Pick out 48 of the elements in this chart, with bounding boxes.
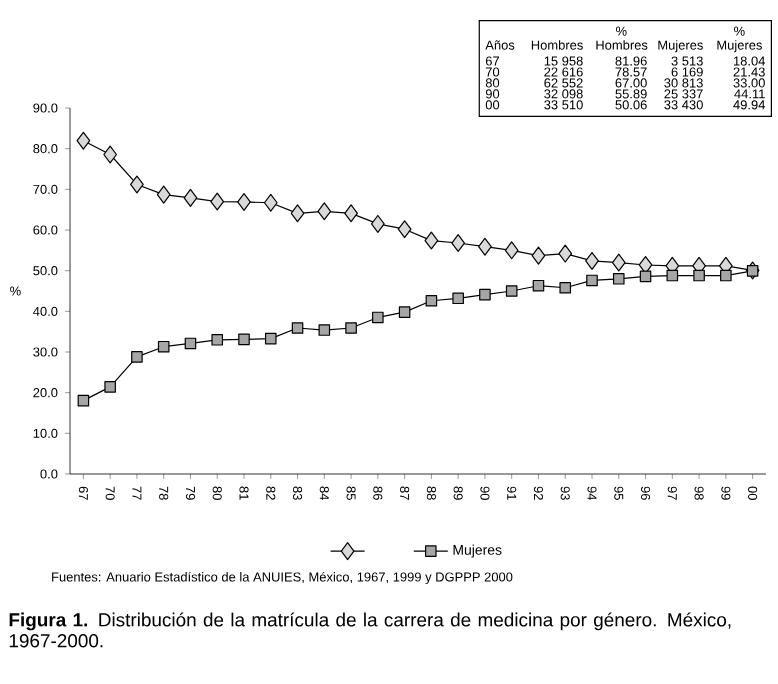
point bbox=[532, 279, 545, 292]
point bbox=[156, 185, 171, 204]
point bbox=[238, 333, 250, 346]
point bbox=[104, 381, 116, 393]
point bbox=[586, 274, 598, 287]
point bbox=[210, 192, 225, 211]
text: Figura 1. Distribución de la matrícula de la carrera de medicina por género. México, 1967-2000. bbox=[9, 612, 731, 648]
point bbox=[344, 204, 358, 223]
point bbox=[397, 220, 412, 239]
point bbox=[638, 255, 653, 274]
point bbox=[558, 244, 573, 263]
point bbox=[478, 237, 492, 256]
point bbox=[77, 394, 90, 407]
point bbox=[639, 270, 652, 283]
point bbox=[183, 188, 198, 207]
point bbox=[611, 253, 626, 272]
point bbox=[666, 269, 679, 282]
point bbox=[720, 269, 732, 282]
point bbox=[291, 322, 304, 334]
point bbox=[398, 306, 411, 318]
point bbox=[317, 202, 332, 221]
point bbox=[585, 251, 599, 270]
point bbox=[290, 204, 305, 223]
point bbox=[103, 145, 118, 164]
point bbox=[264, 332, 277, 345]
point bbox=[370, 214, 385, 233]
point bbox=[504, 241, 519, 260]
point bbox=[237, 192, 251, 211]
point bbox=[372, 311, 384, 324]
point bbox=[211, 334, 224, 346]
point bbox=[479, 288, 491, 301]
point bbox=[263, 193, 278, 212]
point bbox=[612, 273, 625, 285]
point bbox=[157, 340, 170, 353]
point bbox=[131, 351, 143, 363]
point bbox=[318, 324, 331, 336]
point bbox=[452, 292, 464, 305]
point bbox=[425, 294, 438, 307]
point bbox=[76, 131, 91, 150]
point bbox=[424, 231, 439, 250]
point bbox=[505, 285, 518, 297]
point bbox=[559, 281, 572, 294]
point bbox=[130, 175, 144, 194]
point bbox=[345, 322, 357, 334]
point bbox=[184, 337, 197, 350]
point bbox=[531, 246, 546, 265]
point bbox=[693, 269, 705, 282]
point bbox=[451, 234, 466, 253]
